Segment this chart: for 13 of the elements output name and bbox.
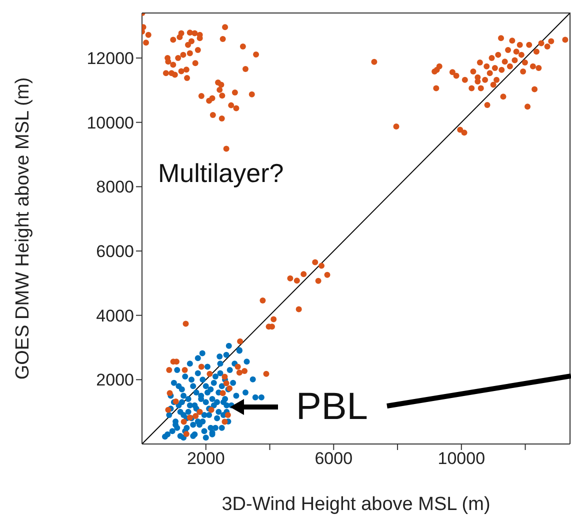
y-tick-label: 12000: [86, 49, 134, 68]
y-tick-label: 2000: [96, 370, 134, 390]
y-axis-title: GOES DMW Height above MSL (m): [12, 77, 34, 380]
x-axis-title: 3D-Wind Height above MSL (m): [222, 494, 490, 515]
x-tick-label: 2000: [186, 449, 225, 468]
y-tick-label: 4000: [96, 306, 134, 326]
x-tick-label: 10000: [438, 449, 486, 468]
y-tick-label: 8000: [96, 178, 134, 197]
annotation: PBL: [296, 386, 368, 429]
annotation: Multilayer?: [158, 158, 284, 189]
y-tick-label: 10000: [86, 113, 134, 132]
x-tick-label: 6000: [314, 449, 353, 468]
y-tick-label: 6000: [96, 242, 134, 262]
